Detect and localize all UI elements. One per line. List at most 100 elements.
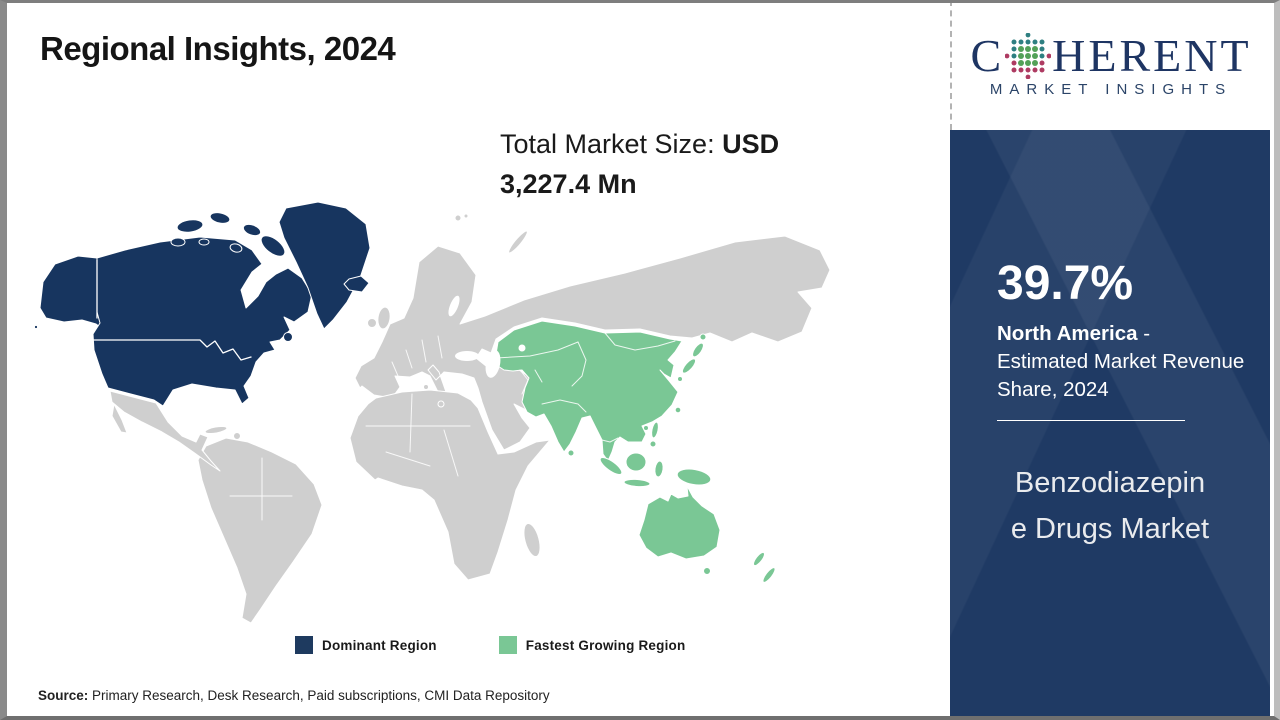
island-new-guinea [676,468,712,486]
page-title: Regional Insights, 2024 [40,30,396,67]
landmass-africa [349,389,551,581]
fastest-growing-region-label: Fastest Growing Region [525,637,686,653]
share-region-name: North America [997,322,1138,345]
sea-baltic [448,295,460,317]
landmass-australia [638,485,721,560]
island-sri-lanka [567,449,575,457]
border-usa-canada [92,339,252,361]
island-cuba [204,425,228,435]
island-arctic-6 [198,238,210,246]
total-market-size: Total Market Size: USD 3,227.4 Mn [500,124,830,204]
island-arctic-2 [209,212,231,224]
market-name: Benzodiazepin e Drugs Market [950,460,1270,552]
island-arctic-4 [170,237,186,247]
region-north-america-dominant [33,201,371,407]
island-new-zealand-north [753,551,765,567]
map-legend: Dominant Region Fastest Growing Region [295,636,685,654]
island-hispaniola [233,432,241,440]
island-taiwan [674,406,682,414]
island-arctic-5 [229,243,243,253]
landmass-asia [494,320,683,462]
peninsula-baja [111,403,128,434]
sea-aral [518,344,526,352]
legend-item-fastest-growing: Fastest Growing Region [498,636,686,654]
island-japan-kyushu [677,376,683,382]
island-philippines [651,421,659,439]
landmass-greenland [278,201,371,330]
world-map [33,201,831,624]
island-japan-south [681,358,697,374]
market-share-value: 39.7% [997,257,1134,310]
right-panel: C HERENT MARKET INSIGHTS 39.7% North Ame… [950,0,1270,720]
border-central-asia-2 [534,369,543,383]
panel-divider [997,420,1185,421]
island-madagascar [523,522,541,558]
border-china-west [571,341,587,387]
island-tasmania [703,567,711,575]
island-britain [377,306,391,330]
island-sulawesi [654,460,664,478]
border-mongolia [604,332,676,351]
island-borneo [625,452,647,472]
total-market-size-label: Total Market Size: [500,129,723,159]
border-myanmar [589,415,597,443]
island-svalbard-2 [463,213,469,219]
island-philippines-south [649,440,657,448]
border-central-asia [519,369,529,395]
border-europe-2 [405,349,413,369]
globe-icon [1005,32,1052,79]
region-other-gray [109,213,831,624]
border-indochina [601,437,619,443]
source-text: Primary Research, Desk Research, Paid su… [88,688,550,703]
border-africa-4 [385,451,431,467]
inland-seas [448,295,526,378]
dominant-region-swatch [295,636,313,654]
brand-logo: C HERENT [970,29,1252,81]
island-java [623,478,651,488]
island-japan-honshu [692,342,704,358]
island-newfoundland [283,332,293,342]
island-arctic-1 [176,219,204,233]
border-europe-1 [391,361,399,377]
island-sumatra [599,457,623,475]
border-kazakhstan [495,341,579,359]
border-europe-4 [437,335,443,359]
island-sardinia [423,384,429,390]
island-baffin [260,235,286,257]
region-asia-pacific-fastest-growing [494,320,776,583]
landmass-eurasia [354,235,831,451]
island-aleutian [33,324,39,330]
highlight-panel: 39.7% North America - Estimated Market R… [950,130,1270,716]
island-ireland [367,318,377,328]
island-novaya-zemlya [508,230,528,254]
sea-caspian [485,350,501,378]
landmass-mexico-central-america [109,390,221,472]
island-arctic-3 [242,223,262,237]
landmass-south-america [197,437,323,624]
border-africa-3 [443,429,459,477]
landmass-canada-usa [92,236,313,407]
legend-item-dominant: Dominant Region [295,636,437,654]
market-share-description: North America - Estimated Market Revenue… [997,320,1245,404]
border-europe-3 [421,339,427,363]
market-name-line1: Benzodiazepin [1014,467,1206,499]
total-market-size-value: USD 3,227.4 Mn [500,129,780,199]
fastest-growing-region-swatch [498,636,517,654]
brand-subtitle: MARKET INSIGHTS [989,80,1233,98]
sea-black [455,351,479,361]
island-hainan [643,425,649,431]
share-description-text: - Estimated Market Revenue Share, 2024 [997,322,1245,401]
border-africa-2 [409,393,413,453]
brand-logo-area: C HERENT MARKET INSIGHTS [950,0,1270,130]
logo-letter-c: C [970,29,1005,81]
island-svalbard [454,214,462,222]
country-borders [92,259,676,521]
dominant-region-label: Dominant Region [322,637,437,653]
island-sicily [437,400,445,408]
source-note: Source: Primary Research, Desk Research,… [38,688,550,703]
logo-letters-herent: HERENT [1052,29,1252,81]
island-japan-hokkaido [699,333,707,341]
island-new-zealand-south [762,567,776,583]
border-india-north [541,399,587,413]
